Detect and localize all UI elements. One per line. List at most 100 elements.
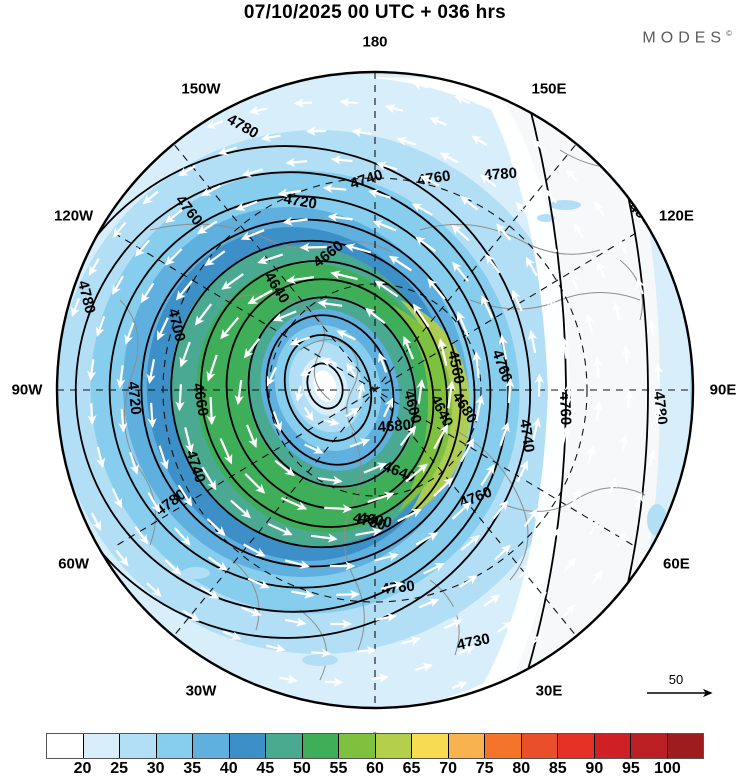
longitude-label-90e: 90E bbox=[709, 381, 737, 399]
wind-arrow bbox=[589, 518, 600, 536]
wind-arrow bbox=[498, 334, 508, 360]
wind-arrow bbox=[88, 258, 100, 276]
wind-arrow bbox=[87, 359, 97, 381]
colorbar-cell bbox=[412, 734, 449, 758]
colorbar-tick: 45 bbox=[256, 760, 275, 777]
wind-arrow bbox=[324, 504, 353, 514]
wind-arrow bbox=[569, 272, 579, 292]
wind-arrow bbox=[111, 488, 123, 509]
page-title: 07/10/2025 00 UTC + 036 hrs bbox=[243, 2, 507, 23]
wind-arrow bbox=[112, 275, 124, 296]
wind-arrow bbox=[397, 508, 422, 523]
wind-arrow bbox=[527, 329, 538, 354]
wind-arrow bbox=[411, 203, 433, 216]
wind-arrow bbox=[71, 298, 81, 318]
wind-arrow bbox=[339, 97, 358, 108]
wind-arrow bbox=[496, 223, 512, 241]
longitude-label-180: 180 bbox=[362, 33, 388, 51]
colorbar-cell bbox=[521, 734, 558, 758]
wind-arrow bbox=[423, 562, 445, 575]
wind-arrow bbox=[376, 161, 398, 171]
wind-arrow bbox=[570, 488, 581, 507]
wind-arrow bbox=[416, 378, 426, 404]
wind-arrow bbox=[222, 630, 242, 640]
wind-arrow bbox=[374, 552, 399, 562]
polar-stereographic-map: 4780 4760 4720 4740 4760 4780 4800 4780 … bbox=[55, 70, 695, 710]
wind-arrow bbox=[564, 381, 574, 403]
wind-arrow bbox=[525, 256, 538, 277]
wind-arrow bbox=[317, 475, 343, 485]
wind-arrow bbox=[494, 544, 511, 561]
contour-label: 4720 bbox=[282, 190, 318, 213]
brand-text: MODES bbox=[642, 29, 727, 47]
wind-arrow bbox=[375, 612, 397, 623]
wind-arrow bbox=[612, 302, 622, 320]
colorbar-tick: 35 bbox=[183, 760, 202, 777]
wind-arrow bbox=[483, 594, 501, 607]
modes-logo: MODES© bbox=[642, 29, 732, 47]
wind-arrow bbox=[217, 146, 237, 156]
colorbar-tick: 85 bbox=[548, 760, 567, 777]
colorbar-cell bbox=[375, 734, 412, 758]
wind-arrow bbox=[165, 248, 183, 266]
wind-arrow bbox=[456, 311, 469, 337]
wind-arrow bbox=[345, 407, 360, 418]
wind-arrow bbox=[346, 362, 357, 378]
colorbar-cell bbox=[229, 734, 266, 758]
wind-arrow bbox=[560, 337, 570, 359]
wind-arrow bbox=[289, 336, 311, 346]
wind-arrow bbox=[142, 190, 159, 205]
wind-arrow bbox=[285, 157, 308, 167]
wind-arrow bbox=[267, 522, 293, 536]
colorbar-tick: 25 bbox=[110, 760, 129, 777]
colorbar-tick: 30 bbox=[146, 760, 165, 777]
colorbar-tick: 70 bbox=[439, 760, 458, 777]
wind-arrow bbox=[147, 492, 161, 513]
wind-arrow bbox=[415, 532, 439, 546]
wind-arrow bbox=[317, 299, 343, 309]
colorbar-cell bbox=[302, 734, 339, 758]
longitude-label-30w: 30W bbox=[185, 682, 217, 700]
wind-arrow bbox=[248, 105, 267, 115]
wind-arrow bbox=[115, 549, 129, 567]
contour-label: 4680 bbox=[377, 417, 411, 436]
wind-arrow bbox=[515, 201, 530, 218]
wind-arrow bbox=[323, 417, 340, 427]
wind-arrow bbox=[140, 282, 155, 304]
colorbar-tick: 75 bbox=[475, 760, 494, 777]
wind-arrow bbox=[616, 532, 626, 548]
wind-arrow bbox=[621, 345, 631, 364]
wind-arrow bbox=[344, 243, 372, 254]
wind-arrow bbox=[485, 253, 501, 274]
wind-arrow bbox=[446, 380, 456, 409]
colorbar-tick: 90 bbox=[585, 760, 604, 777]
wind-arrow bbox=[429, 117, 447, 126]
contour-label: 4660 bbox=[189, 382, 212, 418]
wind-arrow bbox=[437, 338, 448, 366]
wind-arrow bbox=[200, 184, 221, 197]
wind-arrow bbox=[454, 95, 471, 105]
wind-arrow bbox=[293, 98, 313, 108]
wind-arrow bbox=[585, 313, 595, 334]
wind-arrow bbox=[355, 527, 383, 537]
longitude-label-60w: 60W bbox=[58, 555, 90, 573]
wind-arrow bbox=[158, 445, 169, 470]
wind-arrow bbox=[285, 275, 314, 285]
wind-arrow bbox=[194, 303, 213, 326]
colorbar-cell bbox=[83, 734, 120, 758]
wind-arrow bbox=[388, 255, 412, 272]
wind-arrow bbox=[512, 289, 523, 312]
wind-arrow bbox=[266, 643, 286, 653]
wind-arrow bbox=[529, 635, 543, 647]
colorbar-tick: 55 bbox=[329, 760, 348, 777]
wind-arrow bbox=[415, 236, 437, 253]
wind-arrow bbox=[457, 645, 475, 655]
wind-arrow bbox=[356, 382, 366, 399]
wind-arrow bbox=[544, 188, 558, 204]
wind-arrow bbox=[112, 221, 127, 238]
wind-arrow bbox=[179, 341, 191, 368]
colorbar-cell bbox=[631, 734, 668, 758]
copyright-mark: © bbox=[726, 29, 732, 38]
wind-arrow bbox=[433, 424, 449, 450]
